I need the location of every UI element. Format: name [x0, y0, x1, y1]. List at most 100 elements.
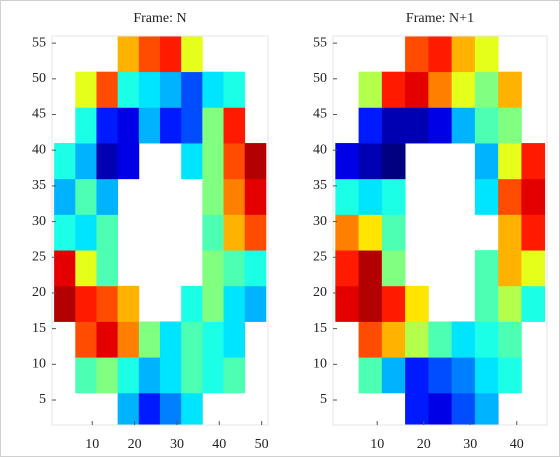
heatmap-cell — [223, 107, 246, 144]
heatmap-cell — [202, 71, 224, 108]
y-tick-label: 30 — [32, 214, 46, 229]
y-tick-label: 10 — [32, 357, 46, 372]
heatmap-cell — [160, 357, 182, 394]
y-tick-label: 20 — [32, 285, 46, 300]
heatmap-cell — [335, 285, 359, 322]
heatmap-cell — [381, 178, 406, 215]
x-tick-label: 20 — [128, 437, 142, 452]
heatmap-cell — [223, 71, 246, 108]
heatmap-cell — [428, 392, 453, 426]
heatmap-cell — [521, 214, 546, 251]
heatmap-cell — [244, 250, 267, 287]
heatmap-cell — [381, 107, 406, 144]
heatmap-cell — [54, 143, 76, 180]
heatmap-cell — [117, 36, 140, 73]
y-tick-label: 5 — [39, 392, 46, 407]
heatmap-cell — [428, 36, 453, 73]
heatmap-cell — [474, 71, 499, 108]
heatmap-cell — [54, 285, 76, 322]
y-tick-label: 50 — [313, 71, 327, 86]
chart-title: Frame: N — [133, 11, 186, 26]
heatmap-cell — [75, 71, 97, 108]
heatmap-cell — [428, 321, 453, 358]
heatmap-cell — [75, 285, 97, 322]
heatmap-cell — [202, 321, 224, 358]
heatmap-cell — [223, 143, 246, 180]
heatmap-cell — [75, 178, 97, 215]
heatmap-cell — [358, 143, 383, 180]
y-tick-label: 15 — [32, 321, 46, 336]
heatmap-cell — [474, 357, 499, 394]
heatmap-cell — [96, 178, 119, 215]
y-tick-label: 20 — [313, 285, 327, 300]
heatmap-cell — [75, 357, 97, 394]
heatmap-cell — [96, 321, 119, 358]
heatmap-cell — [335, 214, 359, 251]
heatmap-cell — [474, 143, 499, 180]
heatmap-cell — [138, 392, 161, 426]
heatmap-cell — [405, 392, 429, 426]
heatmap-cell — [138, 357, 161, 394]
heatmap-cell — [181, 392, 203, 426]
axes-frame — [332, 35, 548, 426]
heatmap-cell — [451, 107, 476, 144]
heatmap-cell — [381, 71, 406, 108]
heatmap-cell — [405, 107, 429, 144]
heatmap-cell — [474, 392, 499, 426]
heatmap-cell — [521, 178, 546, 215]
x-tick-label: 30 — [463, 437, 477, 452]
heatmap-cell — [405, 321, 429, 358]
heatmap-cell — [498, 285, 522, 322]
heatmap-cell — [381, 250, 406, 287]
heatmap-cell — [181, 71, 203, 108]
heatmap-cell — [54, 178, 76, 215]
heatmap-cell — [54, 214, 76, 251]
heatmap-cell — [358, 71, 383, 108]
heatmap-cell — [451, 71, 476, 108]
x-tick-label: 30 — [170, 437, 184, 452]
heatmap-cell — [358, 250, 383, 287]
heatmap-cell — [117, 71, 140, 108]
y-tick-label: 55 — [32, 35, 46, 50]
heatmap-cell — [244, 143, 267, 180]
heatmap-cell — [96, 214, 119, 251]
heatmap-cell — [223, 357, 246, 394]
heatmap-cell — [521, 285, 546, 322]
heatmap-cell — [474, 107, 499, 144]
heatmap-cell — [405, 285, 429, 322]
heatmap-cell — [96, 250, 119, 287]
heatmap-cell — [498, 214, 522, 251]
heatmap-cell — [75, 321, 97, 358]
heatmap-cell — [451, 36, 476, 73]
heatmap-cell — [160, 392, 182, 426]
x-tick-label: 10 — [85, 437, 99, 452]
y-tick-label: 5 — [320, 392, 327, 407]
heatmap-cell — [96, 285, 119, 322]
chart-title: Frame: N+1 — [406, 11, 474, 26]
heatmap-cell — [96, 357, 119, 394]
heatmap-cell — [181, 357, 203, 394]
heatmap-cell — [428, 71, 453, 108]
heatmap-cell — [358, 178, 383, 215]
y-tick-label: 25 — [313, 249, 327, 264]
heatmap-cell — [358, 285, 383, 322]
heatmap-cell — [381, 143, 406, 180]
heatmap-cell — [358, 214, 383, 251]
heatmap-cell — [381, 321, 406, 358]
heatmap-cell — [521, 250, 546, 287]
y-tick-label: 30 — [313, 214, 327, 229]
y-tick-label: 50 — [32, 71, 46, 86]
heatmap-cell — [521, 143, 546, 180]
heatmap-cell — [96, 71, 119, 108]
y-tick-label: 35 — [32, 178, 46, 193]
heatmap-cell — [223, 178, 246, 215]
heatmap-cell — [160, 107, 182, 144]
y-tick-label: 45 — [32, 107, 46, 122]
heatmap-cell — [358, 107, 383, 144]
y-tick-label: 10 — [313, 357, 327, 372]
heatmap-cell — [181, 321, 203, 358]
heatmap-cell — [498, 357, 522, 394]
heatmap-cell — [405, 71, 429, 108]
x-tick-label: 40 — [510, 437, 524, 452]
